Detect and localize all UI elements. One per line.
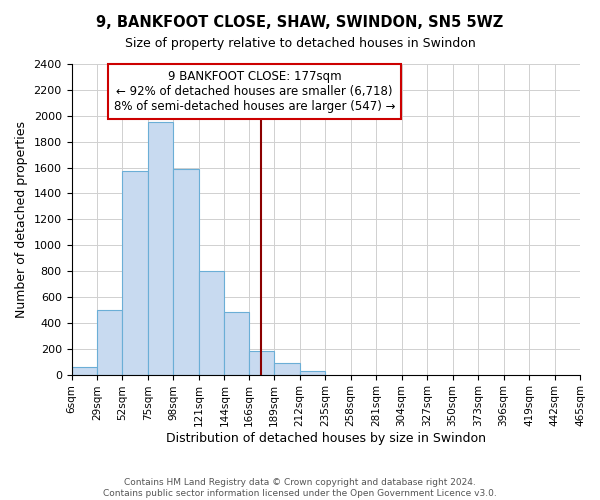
- Bar: [148, 122, 173, 374]
- X-axis label: Distribution of detached houses by size in Swindon: Distribution of detached houses by size …: [166, 432, 486, 445]
- Text: Contains HM Land Registry data © Crown copyright and database right 2024.
Contai: Contains HM Land Registry data © Crown c…: [103, 478, 497, 498]
- Y-axis label: Number of detached properties: Number of detached properties: [15, 121, 28, 318]
- Bar: [71, 368, 97, 374]
- Bar: [122, 171, 148, 374]
- Bar: [249, 350, 274, 374]
- Bar: [300, 370, 325, 374]
- Text: 9 BANKFOOT CLOSE: 177sqm
← 92% of detached houses are smaller (6,718)
8% of semi: 9 BANKFOOT CLOSE: 177sqm ← 92% of detach…: [114, 70, 395, 113]
- Bar: [173, 169, 199, 374]
- Bar: [224, 312, 249, 374]
- Text: 9, BANKFOOT CLOSE, SHAW, SWINDON, SN5 5WZ: 9, BANKFOOT CLOSE, SHAW, SWINDON, SN5 5W…: [97, 15, 503, 30]
- Bar: [97, 310, 122, 374]
- Bar: [199, 271, 224, 374]
- Bar: [274, 363, 300, 374]
- Text: Size of property relative to detached houses in Swindon: Size of property relative to detached ho…: [125, 38, 475, 51]
